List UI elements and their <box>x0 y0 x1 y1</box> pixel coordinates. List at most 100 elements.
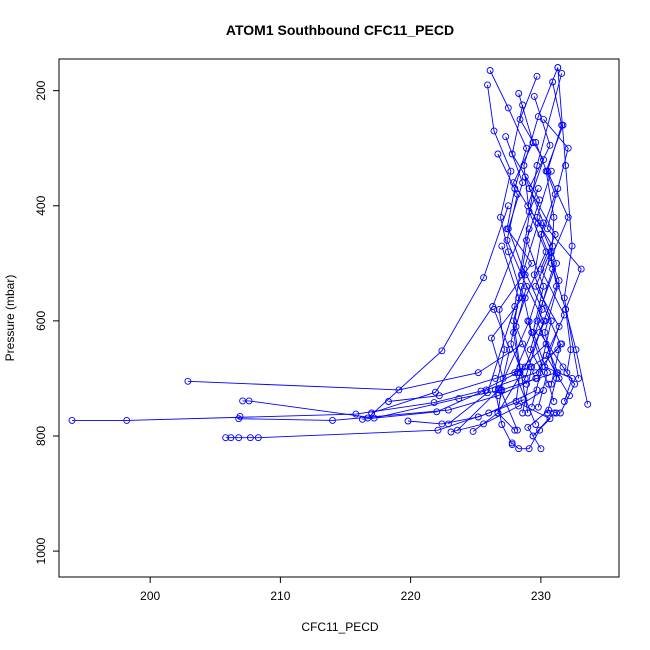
data-point <box>490 127 498 135</box>
data-point <box>484 389 491 397</box>
data-point <box>329 416 336 424</box>
plot-frame <box>58 58 620 578</box>
x-axis: 200 210 220 230 <box>140 577 551 603</box>
data-point <box>504 225 512 233</box>
data-point <box>454 426 461 434</box>
data-point <box>520 162 528 169</box>
data-point <box>68 416 76 424</box>
chart-title: ATOM1 Southbound CFC11_PECD <box>226 22 454 38</box>
series-line-22 <box>527 320 543 408</box>
data-point <box>545 406 553 414</box>
data-point <box>438 347 446 355</box>
series-line-21 <box>493 309 518 431</box>
data-point <box>547 167 555 175</box>
data-point <box>549 265 557 273</box>
data-point <box>485 409 493 417</box>
x-tick-label: 210 <box>270 589 290 603</box>
data-point <box>540 387 547 394</box>
x-axis-label: CFC11_PECD <box>301 620 378 634</box>
data-point <box>235 434 243 442</box>
data-point <box>504 104 512 112</box>
data-point <box>503 236 511 244</box>
data-point <box>542 167 550 175</box>
data-point <box>546 141 554 149</box>
data-point <box>246 434 254 442</box>
data-point <box>227 434 235 442</box>
data-point <box>533 162 541 169</box>
series-line-8 <box>543 119 589 405</box>
series-line-23 <box>187 343 523 391</box>
data-point <box>358 415 366 423</box>
y-tick-label: 1000 <box>34 537 48 564</box>
series-line-17 <box>520 228 544 379</box>
data-point <box>508 439 516 447</box>
data-point <box>495 305 503 313</box>
data-point <box>558 340 566 348</box>
data-point <box>568 374 576 382</box>
data-point <box>519 101 527 109</box>
x-tick-label: 200 <box>140 589 160 603</box>
data-point <box>502 133 510 141</box>
data-point <box>532 139 540 146</box>
data-point <box>519 409 527 417</box>
data-point <box>554 346 562 354</box>
data-point <box>498 421 506 428</box>
data-point <box>550 409 558 417</box>
data-point <box>572 346 580 354</box>
data-point <box>515 90 523 97</box>
data-point <box>534 113 542 121</box>
data-point <box>553 369 560 377</box>
data-point <box>222 434 230 442</box>
y-axis: 200 400 600 800 1000 <box>34 80 59 564</box>
data-point <box>534 185 542 192</box>
y-tick-label: 400 <box>34 195 48 215</box>
series-line-20 <box>514 286 537 425</box>
data-point <box>513 190 521 198</box>
data-point <box>536 426 544 434</box>
data-point <box>521 271 529 279</box>
data-point <box>519 179 527 187</box>
data-point <box>525 318 533 325</box>
data-point <box>507 167 515 175</box>
series-line-24 <box>72 343 547 421</box>
data-point <box>447 428 455 436</box>
data-point <box>563 369 571 377</box>
series-line-16 <box>557 67 580 379</box>
data-point <box>554 64 562 72</box>
data-point <box>533 386 541 394</box>
data-point <box>538 363 546 371</box>
data-point <box>571 380 579 388</box>
data-point <box>528 328 536 336</box>
data-point <box>495 385 503 393</box>
data-point <box>523 144 530 152</box>
data-point <box>521 363 529 371</box>
data-point <box>566 392 573 400</box>
data-point <box>532 369 540 377</box>
y-tick-label: 200 <box>34 80 48 100</box>
data-point <box>536 328 544 336</box>
data-point <box>533 213 541 221</box>
data-point <box>543 225 551 233</box>
data-point <box>484 81 491 89</box>
data-point <box>434 426 442 434</box>
series-line-37 <box>511 429 540 450</box>
data-point <box>497 213 504 221</box>
y-tick-label: 600 <box>34 311 48 331</box>
data-point <box>480 274 488 282</box>
data-point <box>494 409 502 417</box>
data-point <box>431 388 439 396</box>
series-line-2 <box>489 70 533 445</box>
y-tick-label: 800 <box>34 426 48 446</box>
data-point <box>480 420 488 428</box>
series-line-26 <box>242 372 557 419</box>
data-point <box>564 213 572 221</box>
data-point <box>474 369 482 377</box>
data-point <box>474 413 482 421</box>
y-axis-label: Pressure (mbar) <box>3 275 17 362</box>
data-point <box>525 225 533 233</box>
data-point <box>559 363 567 371</box>
series-line-35 <box>472 320 546 432</box>
data-point <box>547 317 555 325</box>
data-point <box>556 409 564 417</box>
